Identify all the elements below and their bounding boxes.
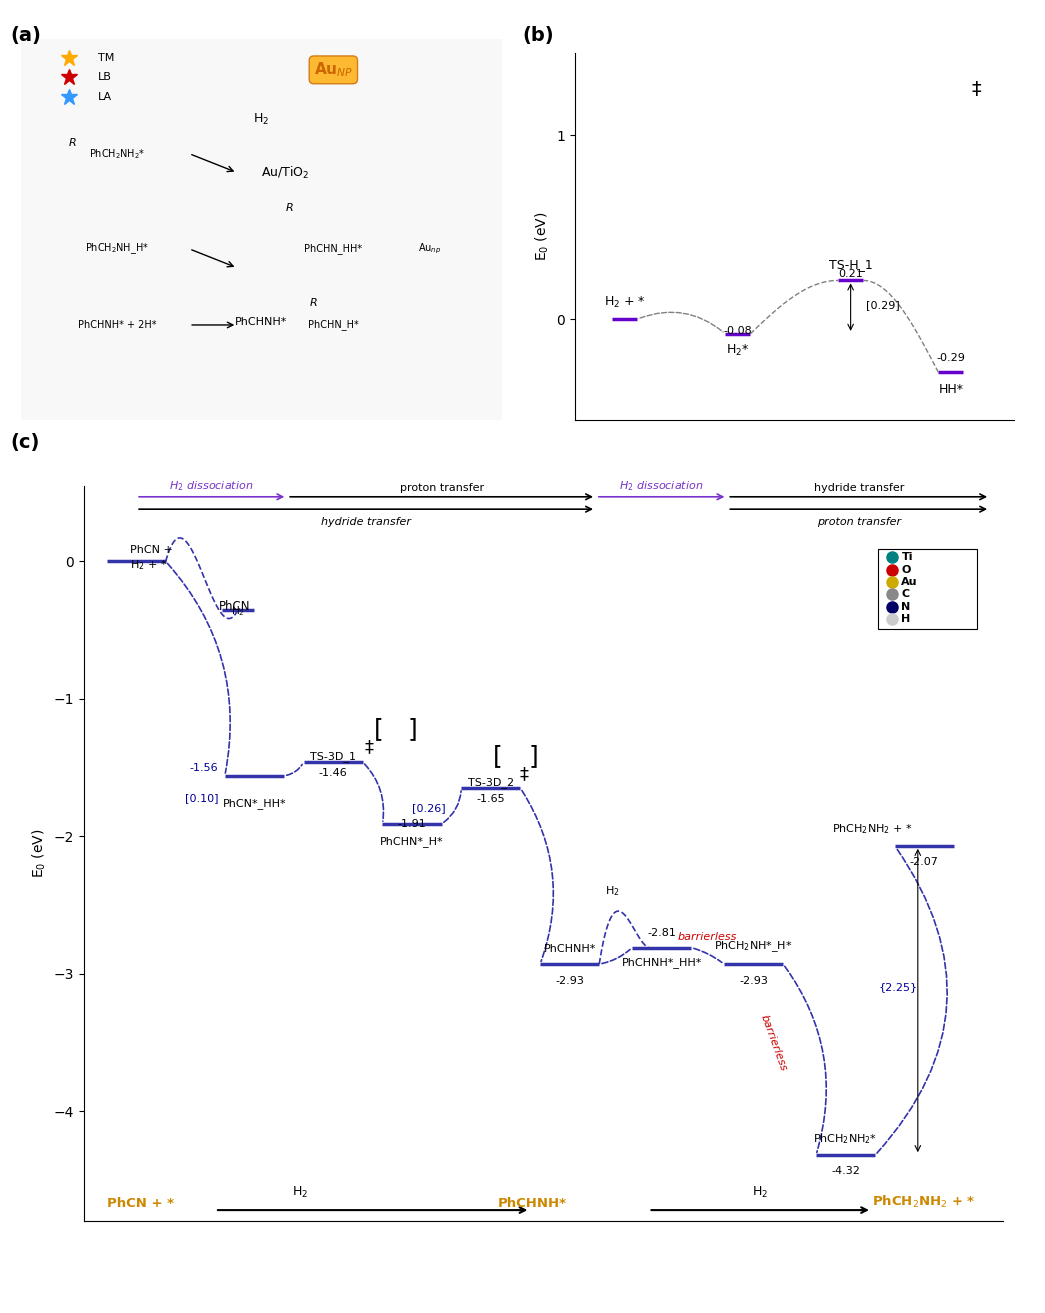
Text: -2.93: -2.93 [555, 977, 584, 986]
Text: [0.10]: [0.10] [185, 793, 218, 802]
Text: PhCHN*_H*: PhCHN*_H* [380, 836, 444, 847]
Text: -1.56: -1.56 [189, 763, 218, 772]
Text: PhCH$_2$NH*_H*: PhCH$_2$NH*_H* [715, 940, 793, 955]
Y-axis label: E$_0$ (eV): E$_0$ (eV) [533, 211, 551, 261]
Text: Au/TiO$_2$: Au/TiO$_2$ [261, 164, 309, 181]
Text: H$_2$: H$_2$ [253, 112, 270, 127]
Text: barrierless: barrierless [678, 932, 738, 941]
Text: H$_2$: H$_2$ [605, 885, 620, 898]
Text: barrierless: barrierless [759, 1012, 788, 1071]
Text: ]: ] [529, 744, 538, 768]
Text: hydride transfer: hydride transfer [813, 483, 904, 492]
Text: ‡: ‡ [519, 765, 528, 784]
Text: LB: LB [98, 72, 112, 83]
Text: [0.29]: [0.29] [866, 301, 900, 310]
Text: (a): (a) [10, 26, 42, 45]
Text: ]: ] [408, 717, 417, 741]
Text: -2.93: -2.93 [739, 977, 768, 986]
Text: N: N [902, 601, 910, 612]
Text: PhCH$_2$NH$_2$*: PhCH$_2$NH$_2$* [89, 147, 145, 160]
Text: -1.46: -1.46 [319, 768, 348, 777]
Text: ‡: ‡ [971, 80, 981, 98]
Text: ‡: ‡ [365, 738, 374, 756]
Text: proton transfer: proton transfer [399, 483, 484, 492]
Text: H$_2$: H$_2$ [293, 1186, 308, 1200]
Text: H$_2$*: H$_2$* [726, 343, 749, 358]
Text: PhCN*_HH*: PhCN*_HH* [223, 798, 286, 809]
Text: -0.29: -0.29 [936, 353, 966, 364]
Text: Au$_{np}$: Au$_{np}$ [418, 242, 441, 256]
Text: Au$_{NP}$: Au$_{NP}$ [314, 60, 353, 79]
Text: TS-H_1: TS-H_1 [829, 259, 873, 272]
Text: 0.21: 0.21 [838, 269, 863, 278]
Text: hydride transfer: hydride transfer [321, 517, 411, 528]
Text: Au: Au [902, 576, 918, 587]
Text: PhCHN_H*: PhCHN_H* [308, 319, 358, 331]
Text: R: R [309, 298, 317, 309]
Y-axis label: E$_0$ (eV): E$_0$ (eV) [30, 829, 48, 878]
Text: -1.65: -1.65 [477, 793, 505, 804]
Text: H$_2$: H$_2$ [231, 604, 245, 618]
Text: PhCHNH*: PhCHNH* [235, 316, 287, 327]
Text: H$_2$: H$_2$ [752, 1186, 768, 1200]
Text: [: [ [374, 717, 385, 741]
Text: PhCN + *: PhCN + * [107, 1197, 173, 1211]
Text: -4.32: -4.32 [831, 1166, 860, 1176]
Text: H$_2$ dissociation: H$_2$ dissociation [620, 479, 704, 492]
Text: [: [ [492, 744, 503, 768]
Text: TS-3D_2: TS-3D_2 [468, 777, 514, 788]
Text: -2.07: -2.07 [910, 857, 938, 867]
Text: -0.08: -0.08 [723, 327, 752, 336]
Text: proton transfer: proton transfer [816, 517, 901, 528]
Text: R: R [69, 138, 76, 148]
Text: TS-3D_1: TS-3D_1 [310, 751, 356, 762]
Text: H$_2$ + *: H$_2$ + * [130, 558, 167, 572]
Text: {2.25}: {2.25} [879, 982, 918, 993]
Text: -2.81: -2.81 [647, 928, 676, 937]
Text: PhCHN_HH*: PhCHN_HH* [304, 243, 363, 255]
Text: PhCH$_2$NH$_2$ + *: PhCH$_2$NH$_2$ + * [872, 1194, 975, 1211]
Text: PhCHNH*_HH*: PhCHNH*_HH* [622, 957, 702, 968]
Text: PhCN: PhCN [218, 600, 251, 613]
Text: (c): (c) [10, 433, 40, 452]
Text: O: O [902, 565, 911, 575]
Text: PhCHNH* + 2H*: PhCHNH* + 2H* [77, 320, 157, 330]
Text: PhCHNH*: PhCHNH* [497, 1197, 566, 1211]
Text: H$_2$ dissociation: H$_2$ dissociation [169, 479, 254, 492]
Text: (b): (b) [522, 26, 554, 45]
Text: C: C [902, 590, 909, 599]
Text: -1.91: -1.91 [398, 819, 426, 830]
Text: [0.26]: [0.26] [412, 804, 445, 813]
Text: R: R [285, 202, 293, 213]
Bar [879, 549, 977, 629]
Text: PhCH$_2$NH$_2$ + *: PhCH$_2$NH$_2$ + * [832, 822, 912, 836]
Text: PhCHNH*: PhCHNH* [543, 944, 596, 955]
Text: Ti: Ti [902, 553, 913, 562]
Text: PhCN +: PhCN + [130, 545, 172, 554]
Text: H$_2$ + *: H$_2$ + * [604, 294, 646, 310]
Text: LA: LA [98, 92, 112, 101]
Text: H: H [902, 614, 910, 624]
Text: PhCH$_2$NH$_2$*: PhCH$_2$NH$_2$* [813, 1132, 878, 1145]
Text: HH*: HH* [938, 383, 963, 397]
Text: PhCH$_2$NH_H*: PhCH$_2$NH_H* [85, 242, 149, 256]
Text: TM: TM [98, 54, 114, 63]
